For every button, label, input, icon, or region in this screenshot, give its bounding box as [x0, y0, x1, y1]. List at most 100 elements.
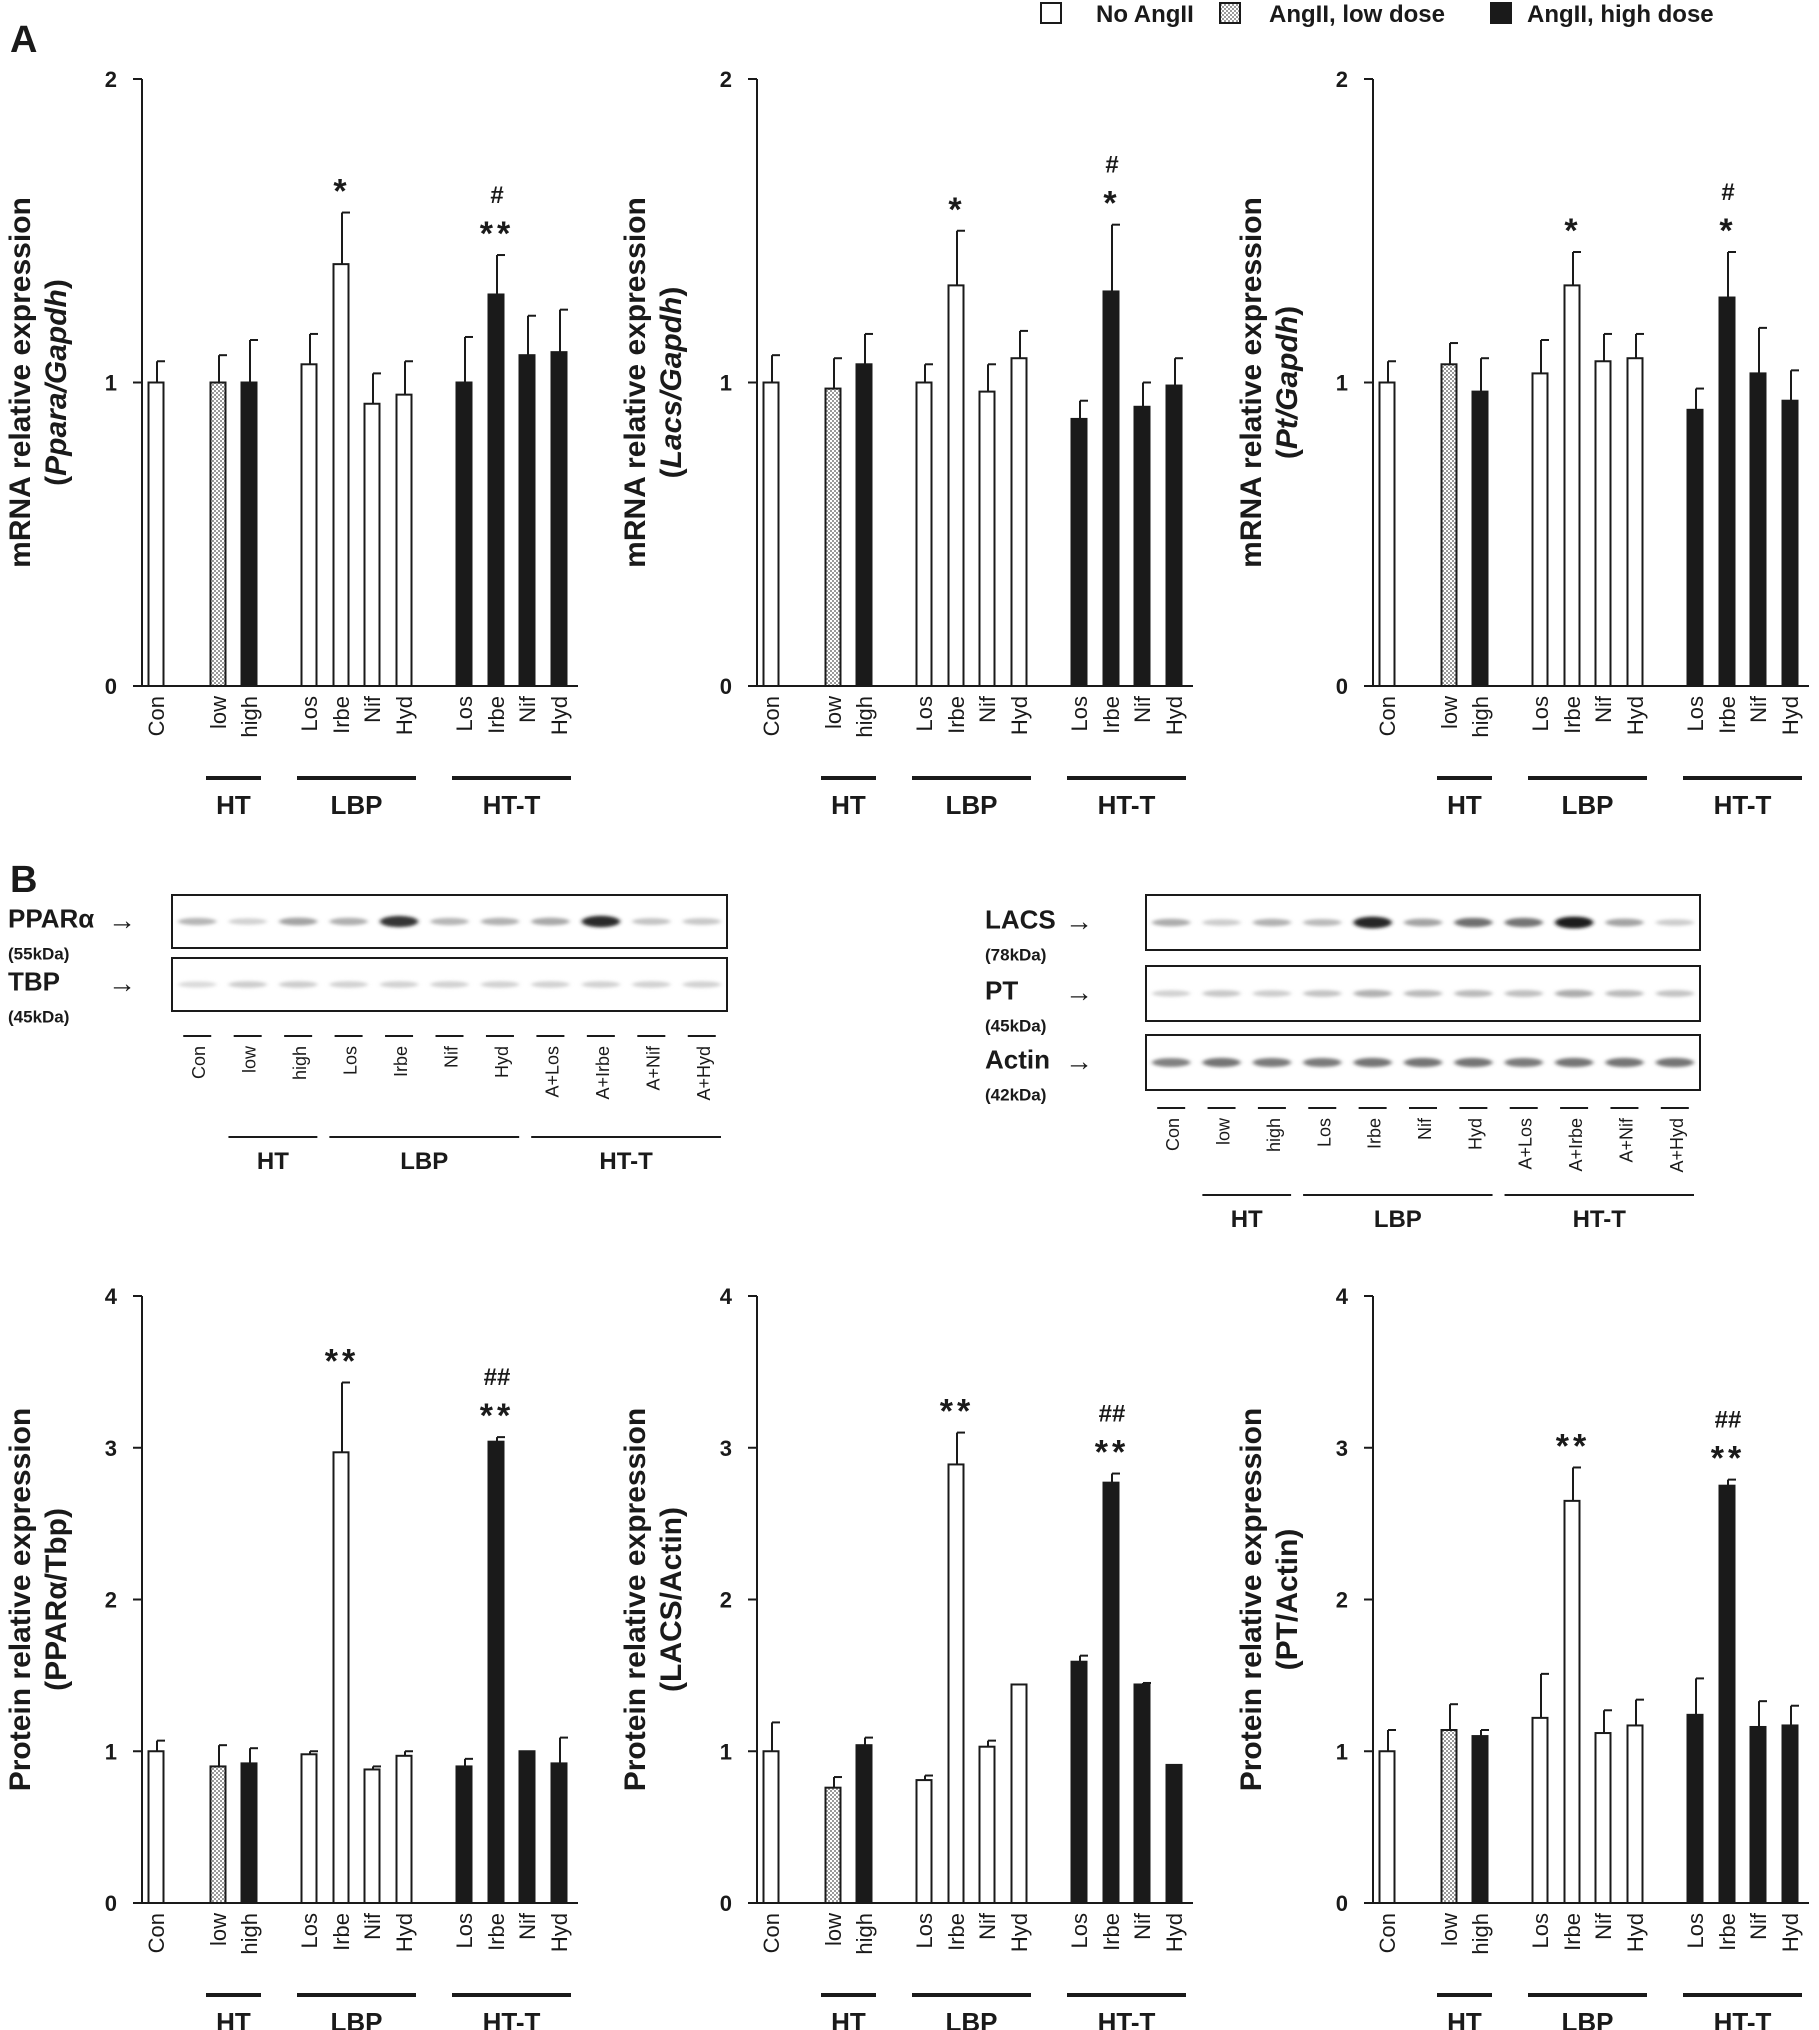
bar-chart-2: 0 1 2 mRNA relative expression (Lacs/Gapdh) C…	[619, 67, 1193, 820]
blot-kda-label: (45kDa)	[985, 1017, 1046, 1036]
bar	[1718, 1484, 1736, 1904]
x-category-label: Hyd	[1623, 1913, 1648, 1952]
significance-hash: ##	[1099, 1401, 1126, 1428]
group-label: HT-T	[1714, 2007, 1772, 2030]
arrow-right-icon: →	[108, 968, 136, 999]
x-category-label: Los	[1683, 696, 1708, 731]
y-axis-subtitle-gene: Pt/Gapdh	[1271, 316, 1304, 449]
y-axis-subtitle-close: )	[1271, 306, 1304, 316]
bar	[332, 263, 350, 687]
lane-label: A+Los	[1516, 1118, 1536, 1170]
group-label: LBP	[1562, 790, 1614, 820]
group-label: HT	[216, 2007, 251, 2030]
blot-band	[1605, 918, 1644, 927]
blot-kda-label: (45kDa)	[8, 1008, 69, 1027]
x-category-label: Irbe	[1560, 1913, 1585, 1951]
blot-band	[379, 915, 419, 928]
blot-band	[329, 981, 368, 988]
blot-band	[632, 918, 671, 925]
x-category-label: Con	[144, 1913, 169, 1953]
x-category-label: Nif	[515, 1912, 540, 1940]
blot-group-label: LBP	[400, 1148, 448, 1175]
group-label: HT	[1447, 2007, 1482, 2030]
blot-band	[1353, 989, 1392, 998]
significance-star: **	[480, 1397, 514, 1435]
x-category-label: Nif	[1746, 695, 1771, 723]
group-label: HT	[831, 790, 866, 820]
x-category-label: Los	[912, 1913, 937, 1948]
significance-hash: #	[1721, 179, 1734, 206]
significance-hash: ##	[1715, 1407, 1742, 1434]
blot-band	[228, 981, 267, 988]
y-tick-label: 1	[1336, 1739, 1348, 1764]
significance-star: *	[1103, 185, 1120, 223]
x-category-label: Los	[452, 696, 477, 731]
bar	[1781, 399, 1799, 687]
x-category-label: Hyd	[392, 1913, 417, 1952]
bar	[824, 387, 842, 687]
y-tick-label: 0	[1336, 1891, 1348, 1916]
bar	[1070, 417, 1088, 687]
blot-strip-tbp: TBP → (45kDa)	[8, 957, 728, 1027]
blot-band	[1454, 1057, 1493, 1068]
blot-band	[1454, 989, 1493, 998]
bar	[209, 1765, 227, 1905]
bar	[915, 1779, 933, 1905]
y-axis-subtitle-open: (	[655, 468, 688, 478]
bar	[762, 1750, 780, 1904]
bar	[1471, 390, 1489, 687]
bar-chart-4: 0 1 2 3 4 Protein relative expression (PPARα/T…	[4, 1284, 578, 2030]
bar	[363, 1768, 381, 1904]
bar	[1749, 372, 1767, 687]
x-category-label: Nif	[1591, 1912, 1616, 1940]
y-tick-label: 3	[720, 1436, 732, 1461]
y-tick-label: 4	[1336, 1284, 1349, 1309]
x-category-label: Irbe	[1715, 1913, 1740, 1951]
lane-label: A+Irbe	[593, 1046, 613, 1100]
bar	[363, 402, 381, 687]
significance-star: **	[940, 1393, 974, 1431]
group-label: LBP	[331, 2007, 383, 2030]
y-axis-title: mRNA relative expression	[1235, 197, 1268, 568]
x-category-label: Nif	[975, 695, 1000, 723]
y-axis-subtitle-gene: (LACS/Actin)	[655, 1507, 688, 1692]
bar	[1378, 1750, 1396, 1904]
y-tick-label: 1	[720, 371, 732, 396]
bar	[1165, 1763, 1183, 1904]
y-axis-subtitle-gene: Lacs/Gapdh	[655, 297, 688, 469]
group-label: HT	[831, 2007, 866, 2030]
bar	[947, 284, 965, 687]
bar	[1010, 357, 1028, 687]
lane-label: Irbe	[1365, 1118, 1385, 1149]
blot-group-label: HT	[257, 1148, 289, 1175]
bar	[300, 363, 318, 687]
x-category-label: Nif	[515, 695, 540, 723]
x-category-label: Los	[1683, 1913, 1708, 1948]
significance-hash: ##	[484, 1364, 511, 1391]
bar	[855, 363, 873, 687]
bar	[1010, 1683, 1028, 1904]
x-category-label: low	[821, 1913, 846, 1946]
lane-label: Los	[1314, 1118, 1334, 1147]
bar	[1749, 1725, 1767, 1904]
bar	[1531, 1716, 1549, 1904]
blot-band	[480, 917, 520, 926]
significance-star: *	[333, 173, 350, 211]
blot-band	[1403, 918, 1443, 927]
bar	[1070, 1660, 1088, 1905]
bar	[240, 381, 258, 687]
x-category-label: Irbe	[329, 1913, 354, 1951]
y-tick-label: 1	[105, 1739, 117, 1764]
x-category-label: Hyd	[1007, 696, 1032, 735]
group-label: HT-T	[483, 790, 541, 820]
x-category-label: Con	[144, 696, 169, 736]
bar	[1378, 381, 1396, 687]
bar	[1686, 1713, 1704, 1904]
blot-band	[1504, 917, 1543, 928]
blot-kda-label: (55kDa)	[8, 945, 69, 964]
bar	[487, 293, 505, 687]
bar	[1563, 1499, 1581, 1905]
bar	[978, 1745, 996, 1905]
